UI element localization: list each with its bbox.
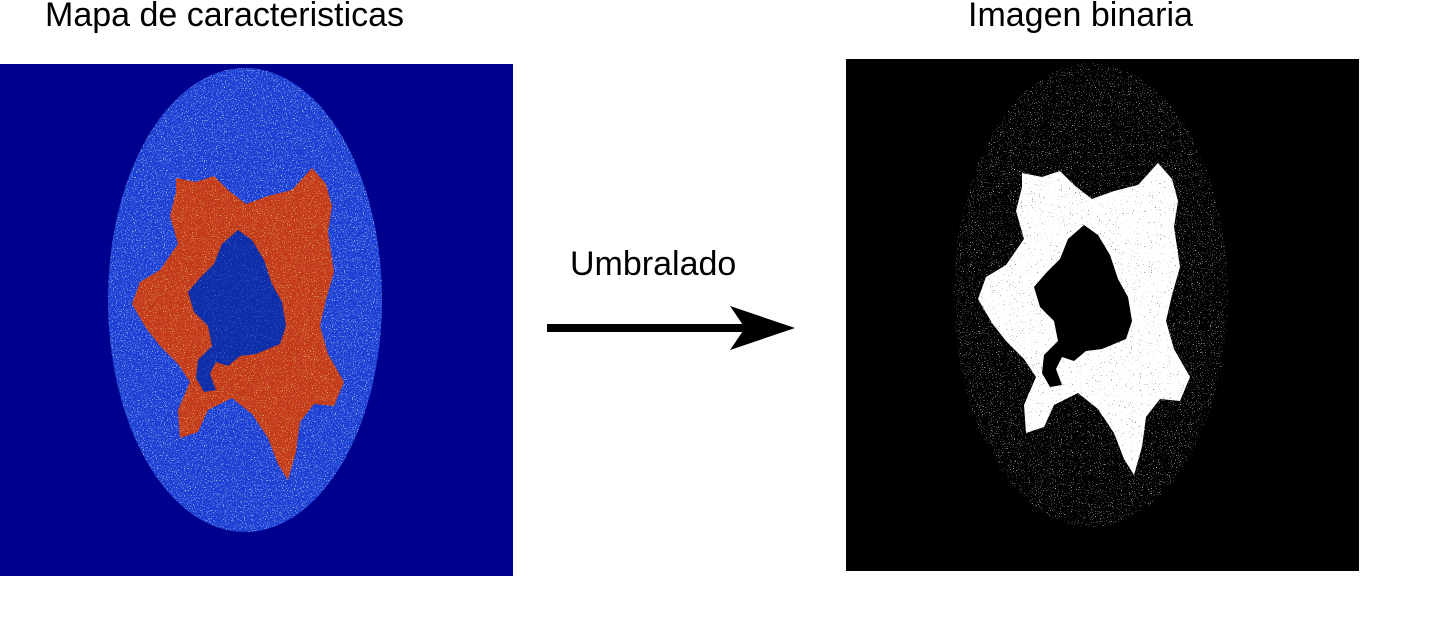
feature-map-caption: Mapa de caracteristicas	[45, 0, 405, 34]
threshold-label: Umbralado	[570, 245, 737, 283]
feature-map-image	[0, 64, 513, 576]
binary-image-caption: Imagen binaria	[968, 0, 1193, 34]
feature-map-hole	[188, 230, 286, 392]
binary-image-hole	[1034, 225, 1132, 387]
binary-image	[846, 59, 1359, 571]
right-arrow-icon	[547, 306, 795, 350]
